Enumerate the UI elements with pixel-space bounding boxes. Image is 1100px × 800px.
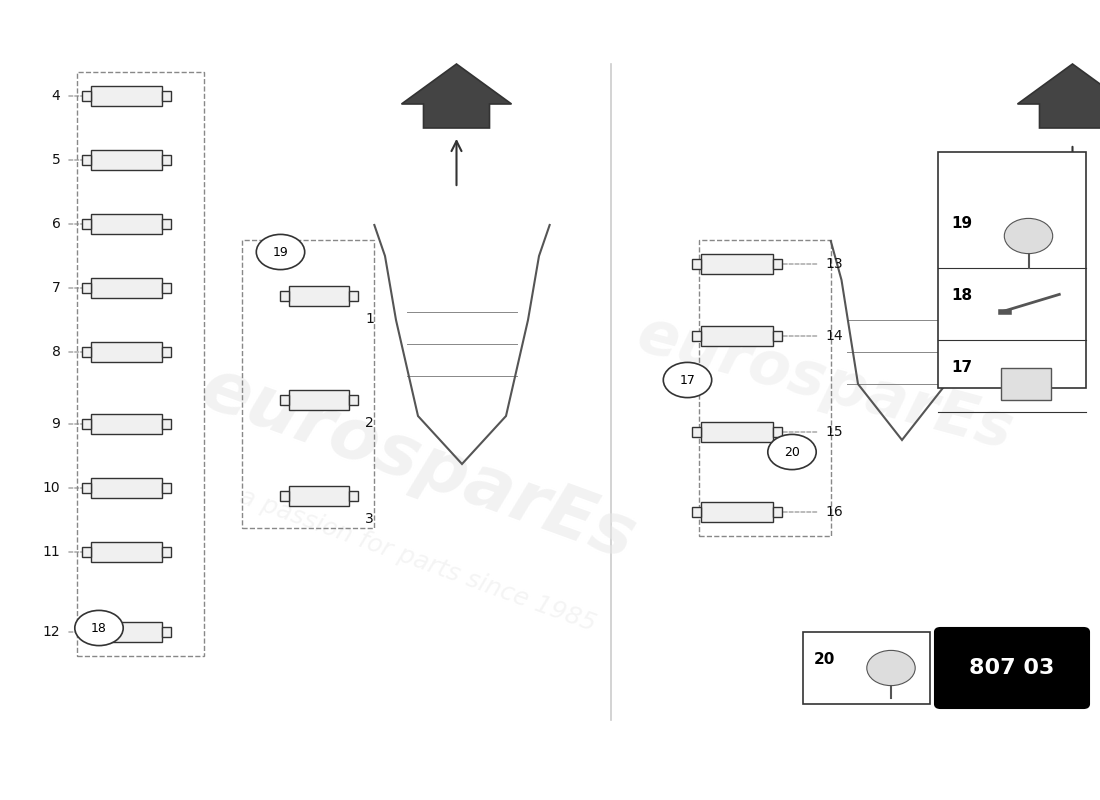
Text: 19: 19 xyxy=(273,246,288,258)
Bar xyxy=(90,150,163,170)
Bar xyxy=(90,342,163,362)
Text: eurosparEs: eurosparEs xyxy=(191,354,645,574)
Text: 18: 18 xyxy=(91,622,107,634)
Bar xyxy=(288,286,349,306)
Bar xyxy=(163,419,172,429)
Bar xyxy=(1001,368,1050,400)
Text: 3: 3 xyxy=(365,512,374,526)
Text: 6: 6 xyxy=(52,217,60,231)
Text: 11: 11 xyxy=(43,545,60,559)
Bar xyxy=(90,414,163,434)
Bar xyxy=(242,240,374,528)
Bar xyxy=(702,326,773,346)
Text: 20: 20 xyxy=(814,653,835,667)
Bar xyxy=(772,331,781,341)
Bar xyxy=(693,258,702,269)
FancyBboxPatch shape xyxy=(935,628,1089,708)
Text: 15: 15 xyxy=(825,425,843,439)
Text: 18: 18 xyxy=(952,289,972,303)
Polygon shape xyxy=(1018,64,1100,128)
Bar xyxy=(350,491,359,501)
Circle shape xyxy=(75,610,123,646)
Circle shape xyxy=(867,650,915,686)
Text: 5: 5 xyxy=(52,153,60,167)
Text: 10: 10 xyxy=(43,481,60,495)
Bar xyxy=(163,282,172,293)
Text: eurosparEs: eurosparEs xyxy=(630,306,1020,462)
Polygon shape xyxy=(402,64,512,128)
Bar xyxy=(772,258,781,269)
Bar xyxy=(163,90,172,101)
Bar xyxy=(82,419,91,429)
Bar xyxy=(90,214,163,234)
Bar xyxy=(82,154,91,165)
Text: 12: 12 xyxy=(43,625,60,639)
Bar xyxy=(90,622,163,642)
Text: 20: 20 xyxy=(784,446,800,458)
Bar xyxy=(90,542,163,562)
Bar xyxy=(350,291,359,301)
Bar xyxy=(163,547,172,557)
Bar xyxy=(698,240,830,536)
Bar xyxy=(163,346,172,357)
Bar xyxy=(82,90,91,101)
Bar xyxy=(693,507,702,517)
Bar xyxy=(163,154,172,165)
Text: 17: 17 xyxy=(952,361,972,375)
Bar xyxy=(163,218,172,229)
Bar xyxy=(350,395,359,405)
Text: 807 03: 807 03 xyxy=(969,658,1055,678)
Text: 13: 13 xyxy=(825,257,843,271)
Bar xyxy=(693,426,702,437)
Text: a passion for parts since 1985: a passion for parts since 1985 xyxy=(236,484,600,636)
Bar xyxy=(279,395,288,405)
Text: 17: 17 xyxy=(680,374,695,386)
Bar xyxy=(90,478,163,498)
Bar xyxy=(82,482,91,493)
Bar xyxy=(279,491,288,501)
Bar xyxy=(90,278,163,298)
Bar xyxy=(288,486,349,506)
Bar xyxy=(82,346,91,357)
Bar xyxy=(702,254,773,274)
Bar xyxy=(163,627,172,637)
Text: 2: 2 xyxy=(365,416,374,430)
Bar xyxy=(279,291,288,301)
Bar xyxy=(82,627,91,637)
Text: 1: 1 xyxy=(365,312,374,326)
Circle shape xyxy=(1004,218,1053,254)
Bar xyxy=(82,547,91,557)
Bar xyxy=(90,86,163,106)
Bar xyxy=(803,632,930,704)
Text: 16: 16 xyxy=(825,505,843,519)
Bar xyxy=(702,502,773,522)
Bar xyxy=(772,507,781,517)
Bar xyxy=(82,282,91,293)
Bar xyxy=(693,331,702,341)
Bar xyxy=(77,72,204,656)
Bar xyxy=(82,218,91,229)
Bar xyxy=(163,482,172,493)
Bar xyxy=(702,422,773,442)
Text: 9: 9 xyxy=(52,417,60,431)
Text: 14: 14 xyxy=(825,329,843,343)
Bar xyxy=(938,152,1086,388)
Circle shape xyxy=(768,434,816,470)
Circle shape xyxy=(663,362,712,398)
Text: 7: 7 xyxy=(52,281,60,295)
Text: 8: 8 xyxy=(52,345,60,359)
Bar xyxy=(772,426,781,437)
Bar xyxy=(288,390,349,410)
Circle shape xyxy=(256,234,305,270)
Text: 19: 19 xyxy=(952,217,972,231)
Text: 4: 4 xyxy=(52,89,60,103)
